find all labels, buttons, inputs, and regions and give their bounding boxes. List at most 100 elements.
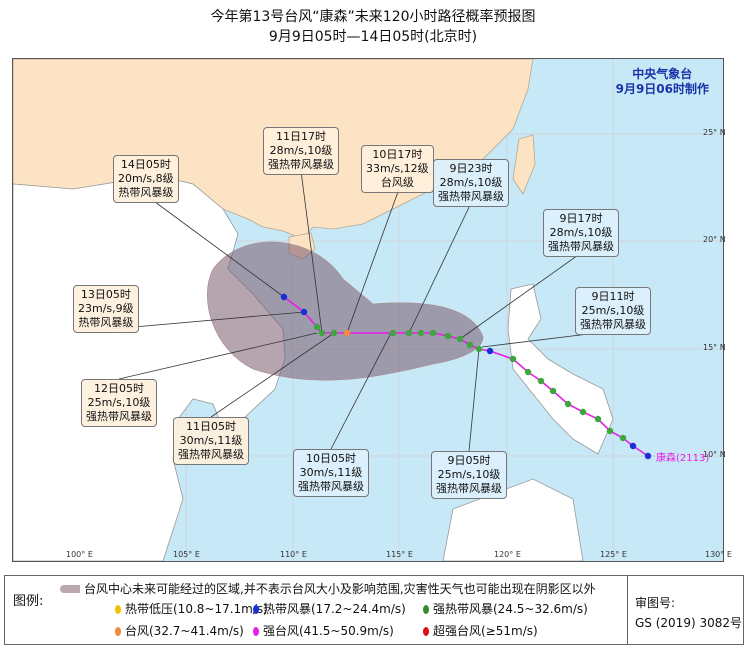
track-point <box>644 452 652 460</box>
lon-tick: 125° E <box>600 550 627 559</box>
lon-tick: 110° E <box>280 550 307 559</box>
track-point <box>594 415 602 423</box>
track-point <box>429 329 437 337</box>
lat-tick: 25° N <box>703 128 726 137</box>
leader-line <box>330 332 392 450</box>
track-point <box>629 442 637 450</box>
lon-tick: 100° E <box>66 550 93 559</box>
track-point <box>280 293 288 301</box>
land-indochina <box>13 176 286 561</box>
track-point <box>313 323 321 331</box>
legend-item: 台风(32.7~41.4m/s) <box>115 622 244 639</box>
legend-item-label: 强热带风暴(24.5~32.6m/s) <box>433 602 588 616</box>
label-level: 强热带风暴级 <box>438 190 504 203</box>
agency-stamp: 中央气象台 9月9日06时制作 <box>616 67 709 97</box>
track-point <box>549 387 557 395</box>
legend-item-label: 台风(32.7~41.4m/s) <box>125 624 244 638</box>
leader-line <box>210 332 335 418</box>
track-point <box>389 329 397 337</box>
legend-item-label: 超强台风(≥51m/s) <box>433 624 538 638</box>
track-point <box>343 329 351 337</box>
label-level: 强热带风暴级 <box>548 240 614 253</box>
track-point <box>330 329 338 337</box>
track-point <box>524 368 532 376</box>
leader-line <box>459 252 582 340</box>
land-philippines <box>507 283 614 455</box>
forecast-label-box: 10日05时 30m/s,11级 强热带风暴级 <box>293 449 369 497</box>
legend-title: 图例: <box>13 594 44 609</box>
label-wind: 25m/s,10级 <box>87 396 151 409</box>
label-time: 9日11时 <box>591 290 635 303</box>
cone-swatch-icon <box>60 585 80 593</box>
intensity-dot-icon <box>253 627 259 636</box>
track-point <box>405 329 413 337</box>
intensity-dot-icon <box>253 605 259 614</box>
legend: 图例: 台风中心未来可能经过的区域,并不表示台风大小及影响范围,灾害性天气也可能… <box>4 575 744 645</box>
label-wind: 30m/s,11级 <box>179 434 243 447</box>
label-time: 12日05时 <box>94 382 144 395</box>
forecast-label-box: 9日17时 28m/s,10级 强热带风暴级 <box>543 209 619 257</box>
issue-time: 9月9日06时制作 <box>615 82 709 96</box>
leader-line <box>110 311 305 330</box>
map-title: 今年第13号台风“康森”未来120小时路径概率预报图 <box>210 9 536 25</box>
label-wind: 25m/s,10级 <box>437 468 501 481</box>
forecast-label-box: 9日11时 25m/s,10级 强热带风暴级 <box>575 287 651 335</box>
label-time: 11日17时 <box>276 130 326 143</box>
forecast-label-box: 11日17时 28m/s,10级 强热带风暴级 <box>263 127 339 175</box>
leader-line <box>346 188 400 334</box>
label-level: 热带风暴级 <box>118 186 174 199</box>
label-time: 13日05时 <box>80 288 131 301</box>
track-point <box>579 408 587 416</box>
label-wind: 28m/s,10级 <box>439 176 503 189</box>
intensity-dot-icon <box>423 627 429 636</box>
forecast-label-box: 12日05时 25m/s,10级 强热带风暴级 <box>81 379 157 427</box>
legend-cone-text: 台风中心未来可能经过的区域,并不表示台风大小及影响范围,灾害性天气也可能出现在阴… <box>84 582 596 596</box>
track-point <box>537 377 545 385</box>
land-borneo <box>442 478 584 561</box>
label-time: 11日05时 <box>186 420 236 433</box>
forecast-label-box: 9日23时 28m/s,10级 强热带风暴级 <box>433 159 509 207</box>
lon-tick: 115° E <box>386 550 413 559</box>
label-level: 强热带风暴级 <box>268 158 334 171</box>
probability-cone <box>206 241 484 381</box>
lon-tick: 120° E <box>494 550 521 559</box>
lon-tick: 105° E <box>173 550 200 559</box>
land-taiwan <box>512 134 536 195</box>
leader-line <box>118 332 318 380</box>
leader-line <box>468 348 480 452</box>
track-point <box>417 329 425 337</box>
label-level: 强热带风暴级 <box>436 482 502 495</box>
label-wind: 28m/s,10级 <box>549 226 613 239</box>
label-level: 强热带风暴级 <box>86 410 152 423</box>
track-point <box>509 355 517 363</box>
legend-item: 热带风暴(17.2~24.4m/s) <box>253 600 406 617</box>
track-point <box>466 341 474 349</box>
forecast-label-box: 10日17时 33m/s,12级 台风级 <box>361 145 434 193</box>
forecast-label-box: 9日05时 25m/s,10级 强热带风暴级 <box>431 451 507 499</box>
forecast-label-box: 14日05时 20m/s,8级 热带风暴级 <box>113 155 179 203</box>
track-point <box>564 400 572 408</box>
label-level: 台风级 <box>380 176 414 189</box>
track-point <box>444 332 452 340</box>
track-point <box>300 308 308 316</box>
agency-name: 中央气象台 <box>632 67 693 81</box>
lon-tick: 130° E <box>705 550 732 559</box>
track-point <box>486 347 494 355</box>
legend-item: 强台风(41.5~50.9m/s) <box>253 622 394 639</box>
intensity-dot-icon <box>115 627 121 636</box>
legend-divider <box>627 576 628 644</box>
label-wind: 33m/s,12级 <box>366 162 429 175</box>
legend-item: 超强台风(≥51m/s) <box>423 622 538 639</box>
label-level: 强热带风暴级 <box>298 480 364 493</box>
approval-label: 审图号: <box>635 596 676 610</box>
label-level: 强热带风暴级 <box>178 448 244 461</box>
label-wind: 23m/s,9级 <box>78 302 134 315</box>
track-point <box>619 434 627 442</box>
track-point <box>318 329 326 337</box>
track-point <box>475 345 483 353</box>
lat-tick: 20° N <box>703 235 726 244</box>
label-wind: 25m/s,10级 <box>581 304 645 317</box>
label-time: 10日17时 <box>372 148 423 161</box>
label-time: 14日05时 <box>120 158 171 171</box>
